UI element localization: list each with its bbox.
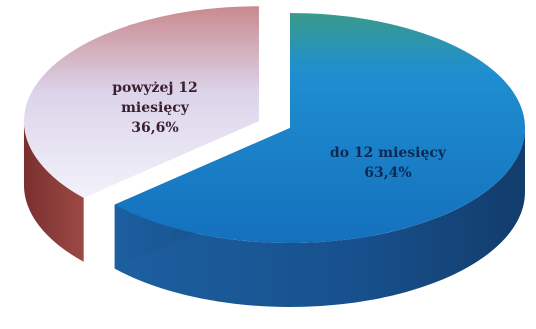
pie-slice-top-1 [23, 6, 259, 198]
pie-slice-side-0 [114, 128, 525, 308]
pie-slice-name-line: powyżej 12 [112, 80, 198, 96]
pie-slice-side-1 [23, 121, 84, 262]
pie-slice-label-0: do 12 miesięcy 63,4% [330, 145, 447, 181]
pie-slice-top-0 [114, 13, 525, 243]
pie-slice-name-line: do 12 miesięcy [330, 145, 447, 161]
pie-slice-value-label: 36,6% [131, 120, 178, 136]
pie-slice-name-line: miesięcy [121, 100, 190, 116]
pie-slice-1 [23, 6, 259, 262]
pie-slice-label-1: powyżej 12 miesięcy 36,6% [112, 80, 198, 136]
pie-slice-value-label: 63,4% [364, 165, 411, 181]
pie-slice-0 [114, 13, 525, 308]
